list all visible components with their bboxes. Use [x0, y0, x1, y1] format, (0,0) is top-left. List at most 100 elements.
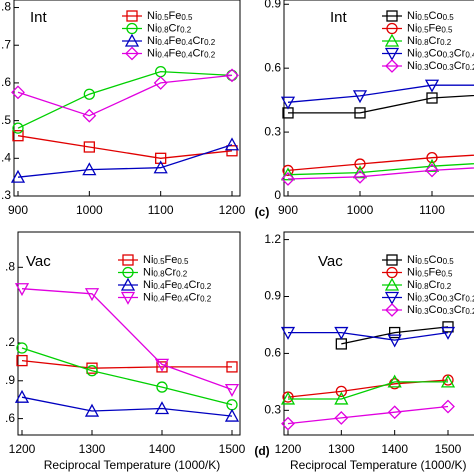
legend-marker — [386, 10, 398, 22]
legend-marker — [384, 291, 400, 305]
panel-label: (c) — [255, 205, 270, 219]
marker — [354, 158, 366, 170]
x-tick-label: 1400 — [381, 442, 408, 456]
y-tick-label: 0.6 — [264, 346, 281, 360]
marker — [86, 365, 98, 377]
series-line — [21, 347, 233, 406]
marker — [424, 79, 440, 93]
marker — [389, 326, 401, 339]
marker — [226, 399, 238, 411]
series-line — [287, 154, 474, 172]
marker — [156, 381, 168, 393]
marker — [426, 152, 438, 164]
marker — [334, 391, 349, 405]
series-line — [288, 331, 449, 341]
marker — [224, 383, 240, 397]
marker — [224, 408, 240, 422]
marker — [280, 96, 296, 110]
legend-marker — [386, 22, 398, 35]
marker — [424, 158, 440, 172]
y-tick-label: .3 — [1, 188, 11, 202]
marker — [10, 169, 26, 183]
series-line — [287, 163, 474, 176]
marker — [442, 321, 454, 333]
y-tick-label: 0 — [274, 188, 281, 202]
y-tick-label: 0.3 — [264, 124, 281, 138]
series-line — [17, 135, 233, 159]
marker — [280, 326, 296, 340]
legend-label: Ni0.5Co0.5 — [407, 254, 454, 266]
series-line — [288, 381, 448, 400]
y-tick-label: .5 — [1, 113, 11, 127]
series-line — [287, 84, 474, 103]
x-tick-label: 900 — [8, 203, 28, 217]
marker — [387, 334, 402, 348]
x-tick-label: 1200 — [275, 442, 302, 456]
plot-frame — [13, 0, 241, 197]
marker — [387, 405, 402, 420]
marker — [16, 342, 28, 354]
panel: 0.3 0.6 0.9 1.2 1200 1300 1400 1500 Reciprocal T… — [254, 231, 474, 472]
legend-label: Ni0.5Fe0.5 — [407, 266, 453, 278]
series-line — [17, 74, 233, 117]
plot-frame — [283, 231, 474, 436]
marker — [354, 107, 366, 119]
marker — [153, 160, 168, 174]
x-axis-label: Reciprocal Temperature (1000/K) — [44, 458, 221, 472]
legend-marker — [120, 291, 136, 305]
marker — [16, 354, 28, 367]
x-tick-label: 900 — [278, 203, 298, 217]
legend-marker — [124, 33, 140, 47]
panel-label: (d) — [254, 444, 269, 458]
marker — [83, 141, 95, 153]
x-tick-label: 1100 — [419, 203, 445, 217]
legend-label: Ni0.8Cr0.2 — [147, 22, 192, 34]
y-tick-label: 1.2 — [264, 232, 281, 246]
marker — [12, 122, 24, 134]
series-line — [17, 70, 233, 129]
legend-marker — [384, 277, 400, 291]
panel-title: Int — [330, 9, 348, 26]
marker — [156, 361, 168, 373]
series-line — [287, 379, 449, 398]
plot-frame — [283, 0, 474, 197]
y-tick-label: .7 — [1, 37, 11, 51]
series-line — [17, 144, 233, 178]
marker — [154, 358, 170, 372]
legend-marker — [122, 266, 134, 279]
x-tick-label: 1100 — [148, 203, 174, 217]
marker — [426, 92, 438, 104]
marker — [425, 163, 439, 178]
legend-marker — [126, 22, 138, 35]
marker — [12, 130, 24, 142]
y-tick-label: .6 — [1, 75, 11, 89]
series-line — [287, 167, 474, 180]
marker — [440, 326, 456, 340]
marker — [154, 401, 170, 415]
legend-label: Ni0.3Co0.3Cr0.4 — [407, 47, 474, 59]
x-tick-label: 1200 — [9, 442, 36, 456]
legend-label: Ni0.4Fe0.4Cr0.2 — [143, 291, 212, 303]
legend-marker — [384, 33, 400, 47]
marker — [334, 411, 349, 425]
marker — [84, 288, 100, 302]
marker — [281, 172, 295, 186]
legend-label: Ni0.5Co0.5 — [407, 10, 454, 22]
x-tick-label: 1400 — [149, 442, 176, 456]
plot-frame — [17, 231, 241, 436]
marker — [82, 108, 97, 123]
y-tick-label: 0.9 — [264, 289, 281, 303]
marker — [280, 167, 296, 181]
marker — [334, 326, 349, 340]
marker — [82, 162, 97, 176]
marker — [441, 399, 455, 414]
panel-title: Vac — [318, 253, 343, 270]
legend-label: Ni0.3Co0.3Cr0.2 — [407, 291, 474, 303]
legend-label: Ni0.3Co0.3Cr0.2 — [407, 60, 474, 72]
marker — [226, 145, 238, 157]
x-tick-label: 1000 — [347, 203, 374, 217]
marker — [440, 374, 456, 388]
y-tick-label: .8 — [5, 259, 15, 273]
